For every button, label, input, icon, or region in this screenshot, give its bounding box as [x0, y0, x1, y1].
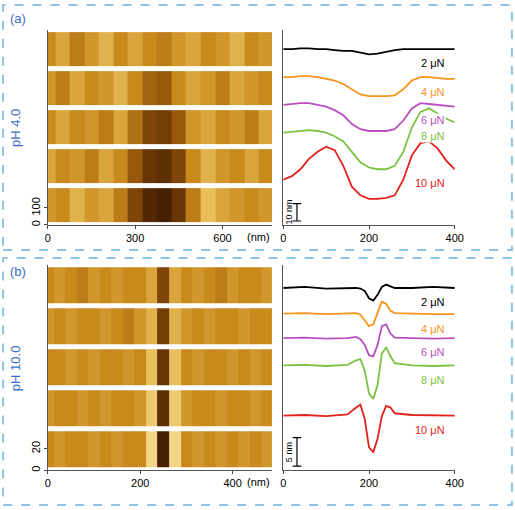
svg-text:2 μN: 2 μN: [421, 57, 445, 69]
svg-text:pH 10.0: pH 10.0: [8, 346, 23, 392]
svg-text:6 μN: 6 μN: [421, 114, 445, 126]
svg-text:6 μN: 6 μN: [421, 346, 445, 358]
svg-text:300: 300: [126, 232, 144, 244]
svg-text:200: 200: [360, 477, 378, 489]
svg-text:8 μN: 8 μN: [421, 374, 445, 386]
svg-text:200: 200: [131, 477, 149, 489]
svg-text:100: 100: [29, 197, 41, 215]
svg-text:pH 4.0: pH 4.0: [8, 109, 23, 147]
svg-text:400: 400: [446, 232, 464, 244]
svg-text:8 μN: 8 μN: [421, 130, 445, 142]
svg-text:10 nm: 10 nm: [284, 200, 294, 225]
svg-text:(nm): (nm): [247, 476, 270, 488]
svg-text:0: 0: [29, 466, 41, 472]
svg-text:0: 0: [280, 477, 286, 489]
svg-text:(nm): (nm): [247, 231, 270, 243]
svg-text:0: 0: [280, 232, 286, 244]
svg-text:0: 0: [45, 477, 51, 489]
svg-text:4 μN: 4 μN: [421, 323, 445, 335]
svg-text:400: 400: [223, 477, 241, 489]
svg-text:10 μN: 10 μN: [415, 424, 445, 436]
svg-text:400: 400: [446, 477, 464, 489]
svg-text:10 μN: 10 μN: [415, 177, 445, 189]
svg-text:5 nm: 5 nm: [284, 442, 294, 462]
svg-text:20: 20: [29, 441, 41, 453]
svg-text:0: 0: [45, 232, 51, 244]
svg-text:4 μN: 4 μN: [421, 86, 445, 98]
svg-text:(a): (a): [10, 11, 26, 26]
svg-text:(b): (b): [10, 264, 26, 279]
svg-text:0: 0: [29, 220, 41, 226]
svg-text:200: 200: [360, 232, 378, 244]
svg-text:600: 600: [213, 232, 231, 244]
svg-text:2 μN: 2 μN: [421, 296, 445, 308]
